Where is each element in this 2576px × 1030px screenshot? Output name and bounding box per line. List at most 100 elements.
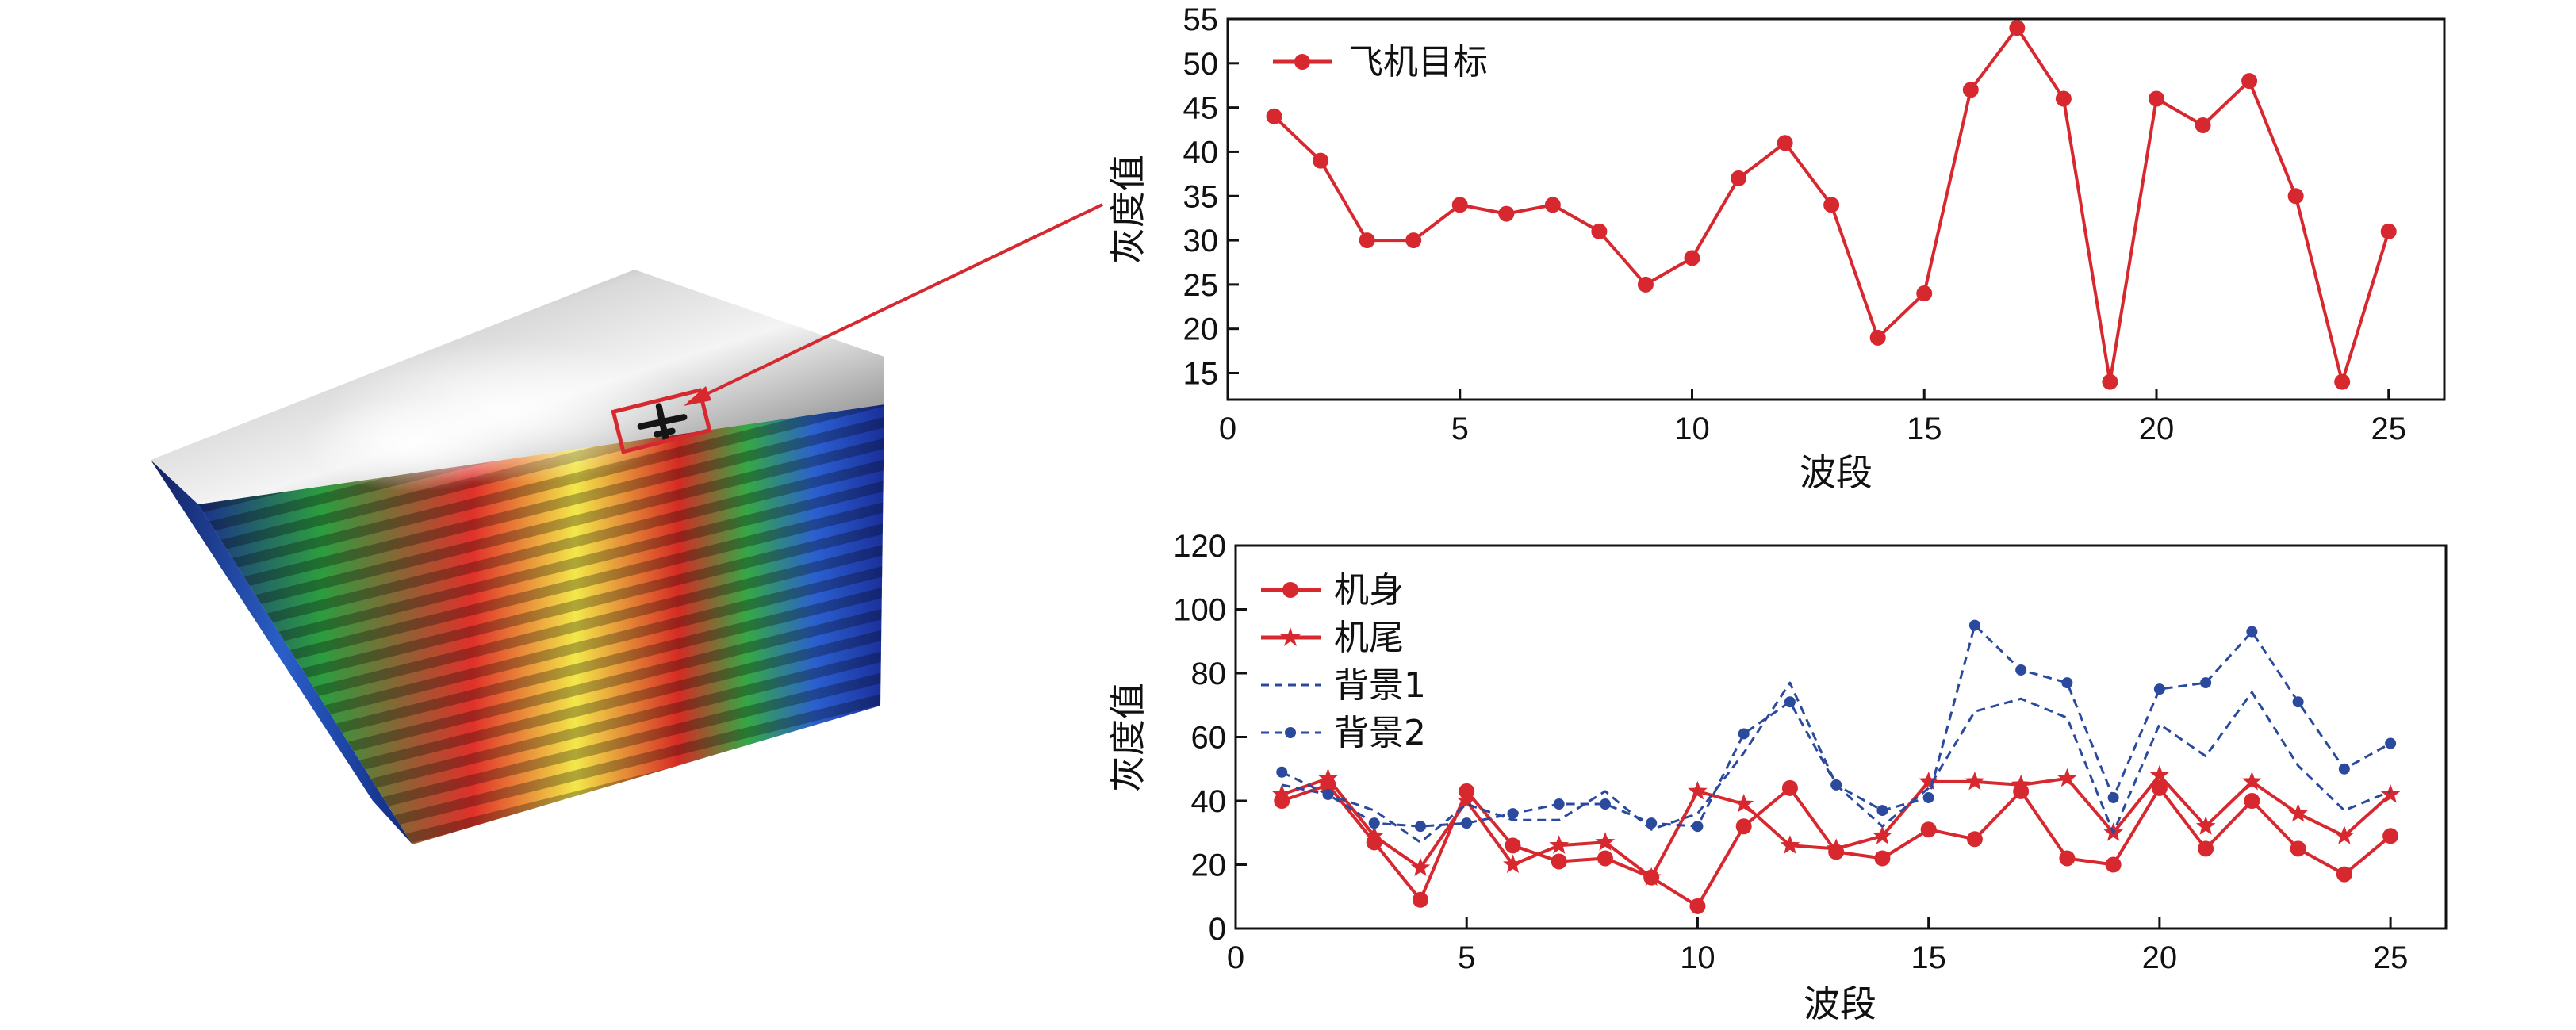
legend-item-bg2: 背景2 (1261, 713, 1426, 753)
chart2-y-axis-label: 灰度值 (1106, 683, 1149, 792)
data-point (2148, 90, 2164, 107)
component-spectrum-chart: 0 20 40 60 80 100 120 0 5 10 15 20 25 灰度值 波段 机身 机尾 … (1106, 529, 2448, 1025)
x-tick-label: 5 (1451, 412, 1469, 446)
series-2 (1271, 764, 2401, 886)
data-point (2195, 816, 2216, 835)
y-tick-label: 80 (1191, 657, 1227, 691)
data-point (2200, 677, 2212, 689)
data-point (1595, 832, 1616, 851)
legend-label-target: 飞机目标 (1348, 42, 1488, 82)
data-point (1553, 798, 1565, 810)
legend-label-tail: 机尾 (1334, 618, 1404, 658)
data-point (1549, 835, 1570, 854)
data-point (2292, 696, 2304, 708)
data-point (2102, 373, 2118, 390)
data-point (1364, 825, 1385, 844)
data-point (1735, 818, 1752, 835)
y-tick-label: 25 (1183, 268, 1219, 303)
data-point (2336, 866, 2352, 883)
data-point (2385, 737, 2397, 749)
data-point (1692, 821, 1704, 833)
legend-label-bg1: 背景1 (1334, 665, 1426, 706)
chart2-x-axis-label: 波段 (1804, 982, 1876, 1025)
data-point (1405, 232, 1422, 249)
x-tick-label: 15 (1911, 940, 1946, 975)
target-highlight-box (611, 388, 712, 454)
chart1-x-axis: 0 5 10 15 20 25 (1219, 389, 2406, 446)
y-tick-label: 60 (1191, 721, 1227, 756)
chart1-y-axis-label: 灰度值 (1106, 155, 1149, 264)
data-point (2338, 763, 2350, 775)
data-point (2241, 73, 2258, 90)
y-tick-label: 45 (1183, 91, 1219, 126)
data-point (2195, 117, 2211, 133)
data-point (1922, 791, 1934, 803)
data-point (1451, 197, 1468, 213)
cube-left-face (151, 460, 412, 844)
data-point (1271, 784, 1292, 803)
series-line (1281, 624, 2391, 828)
data-point (1544, 197, 1561, 213)
data-point (1780, 835, 1800, 854)
data-point (1738, 728, 1750, 740)
data-point (2061, 677, 2073, 689)
data-point (2011, 774, 2031, 794)
data-point (1869, 329, 1886, 346)
data-point (1368, 817, 1380, 829)
data-point (1734, 794, 1754, 813)
data-point (1826, 838, 1846, 857)
legend-marker-body (1282, 582, 1298, 598)
legend-item-body: 机身 (1261, 570, 1404, 611)
data-point (2055, 90, 2072, 107)
target-spectrum-chart: 15 20 25 30 35 40 45 50 55 0 5 10 15 20 25 灰度值 波段 飞机目… (1106, 2, 2446, 494)
data-point (1689, 898, 1706, 914)
y-tick-label: 35 (1183, 179, 1219, 214)
series-4 (1276, 619, 2397, 833)
x-tick-label: 10 (1674, 412, 1710, 446)
y-tick-label: 120 (1173, 529, 1226, 564)
data-point (1684, 250, 1700, 266)
data-point (1414, 821, 1426, 833)
y-tick-label: 30 (1183, 224, 1219, 258)
data-point (2198, 840, 2214, 857)
data-point (1823, 197, 1840, 213)
chart1-y-axis: 15 20 25 30 35 40 45 50 55 (1183, 2, 1239, 392)
chart1-x-axis-label: 波段 (1800, 451, 1873, 494)
legend-marker-bg2 (1285, 727, 1296, 738)
x-tick-label: 15 (1907, 412, 1942, 446)
data-point (1461, 817, 1473, 829)
data-point (2149, 764, 2170, 784)
y-tick-label: 0 (1209, 912, 1226, 947)
data-point (2287, 188, 2304, 205)
x-tick-label: 0 (1227, 940, 1244, 975)
data-point (1962, 82, 1979, 98)
data-point (1874, 850, 1891, 867)
data-point (2246, 626, 2258, 638)
y-tick-label: 20 (1191, 848, 1227, 883)
data-point (2380, 784, 2401, 803)
y-tick-label: 55 (1183, 2, 1219, 37)
data-point (1920, 821, 1937, 838)
x-tick-label: 20 (2142, 940, 2178, 975)
data-point (2290, 840, 2306, 857)
legend-item-bg1: 背景1 (1261, 665, 1426, 706)
data-point (1503, 854, 1523, 873)
data-point (2242, 771, 2262, 791)
data-point (1410, 857, 1431, 876)
data-point (1359, 232, 1375, 249)
data-point (1597, 850, 1613, 867)
data-point (2153, 683, 2165, 695)
y-tick-label: 50 (1183, 47, 1219, 82)
data-point (1276, 766, 1288, 778)
legend-marker-tail (1280, 627, 1301, 646)
data-point (1646, 817, 1658, 829)
series-line (1281, 681, 2391, 844)
data-point (2107, 791, 2119, 803)
data-point (2151, 779, 2168, 796)
x-tick-label: 20 (2139, 412, 2175, 446)
series-1 (1274, 776, 2399, 914)
data-point (1688, 780, 1708, 800)
y-tick-label: 40 (1191, 784, 1227, 819)
chart1-legend: 飞机目标 (1273, 42, 1488, 82)
data-point (1551, 853, 1567, 870)
